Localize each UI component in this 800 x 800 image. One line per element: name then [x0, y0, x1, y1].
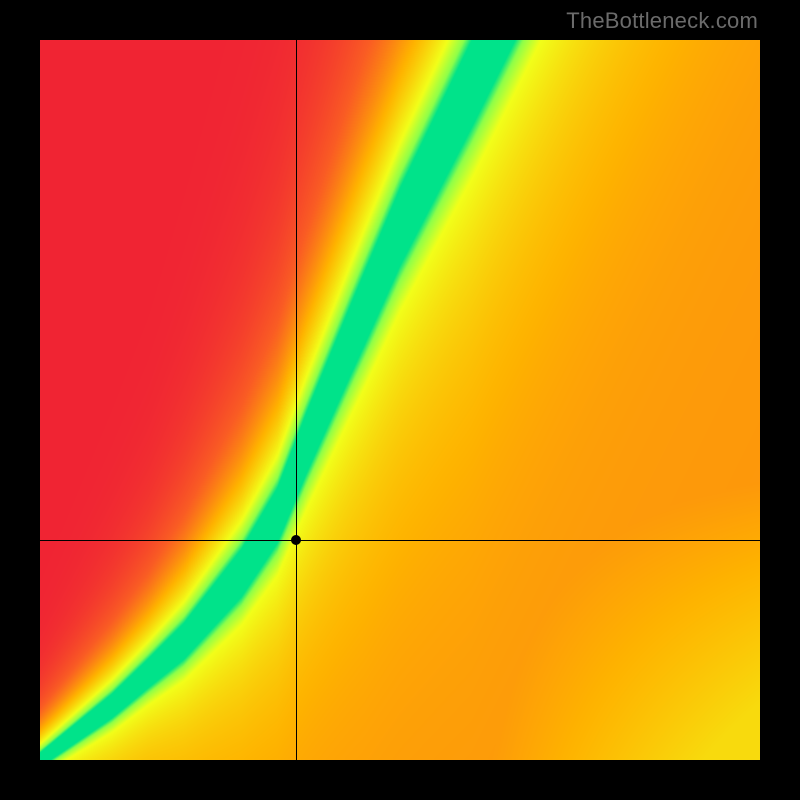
crosshair-vertical — [296, 40, 297, 760]
crosshair-marker[interactable] — [291, 535, 301, 545]
heatmap-canvas — [40, 40, 760, 760]
crosshair-horizontal — [40, 540, 760, 541]
watermark-text: TheBottleneck.com — [566, 8, 758, 34]
plot-area — [40, 40, 760, 760]
